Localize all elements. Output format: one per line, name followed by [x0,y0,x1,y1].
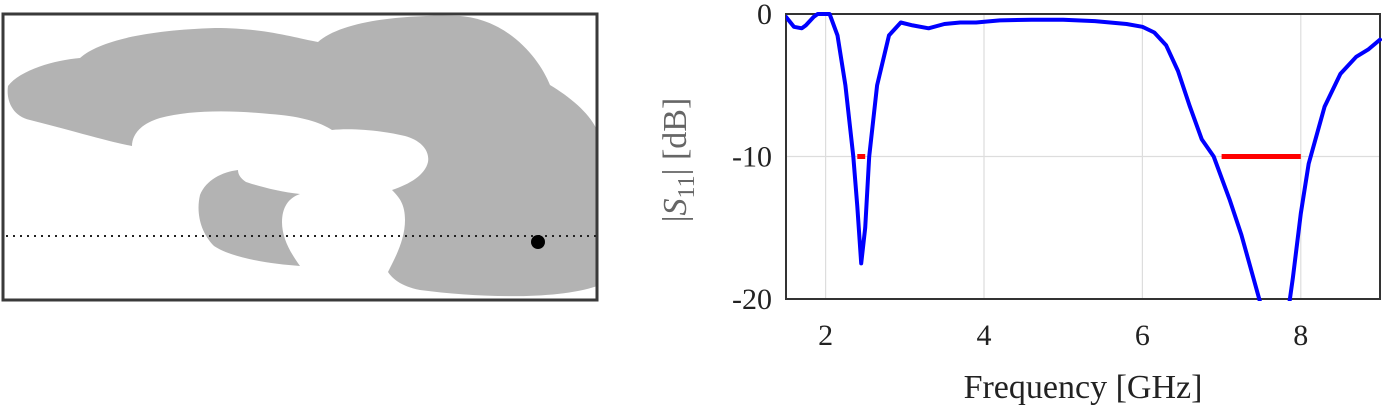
y-axis-title-open: | [657,215,694,222]
y-axis-title-unit: [dB] [657,98,694,169]
plot-frame [785,13,1381,300]
y-tick-label: 0 [757,0,772,31]
x-axis-title: Frequency [GHz] [964,369,1203,406]
x-tick-label: 8 [1293,319,1308,352]
y-tick-label: -10 [732,141,772,174]
x-tick-labels: 2 4 6 8 [818,319,1308,352]
y-tick-label: -20 [732,283,772,316]
antenna-shape [7,15,597,297]
antenna-lobe-upper [7,15,597,297]
y-axis-title-close: | [657,169,694,176]
antenna-diagram [1,12,599,302]
antenna-lobe-lower [198,170,300,266]
y-tick-labels: 0 -10 -20 [732,0,772,316]
s11-curve [786,12,1382,301]
y-axis-title-symbol: S [657,198,694,215]
antenna-frame [1,12,599,302]
y-axis-title-subscript: 11 [674,175,700,198]
x-tick-label: 2 [818,319,833,352]
x-tick-label: 6 [1135,319,1150,352]
y-axis-title: |S11| [dB] [657,98,700,223]
x-tick-label: 4 [977,319,992,352]
feed-point [531,235,545,249]
